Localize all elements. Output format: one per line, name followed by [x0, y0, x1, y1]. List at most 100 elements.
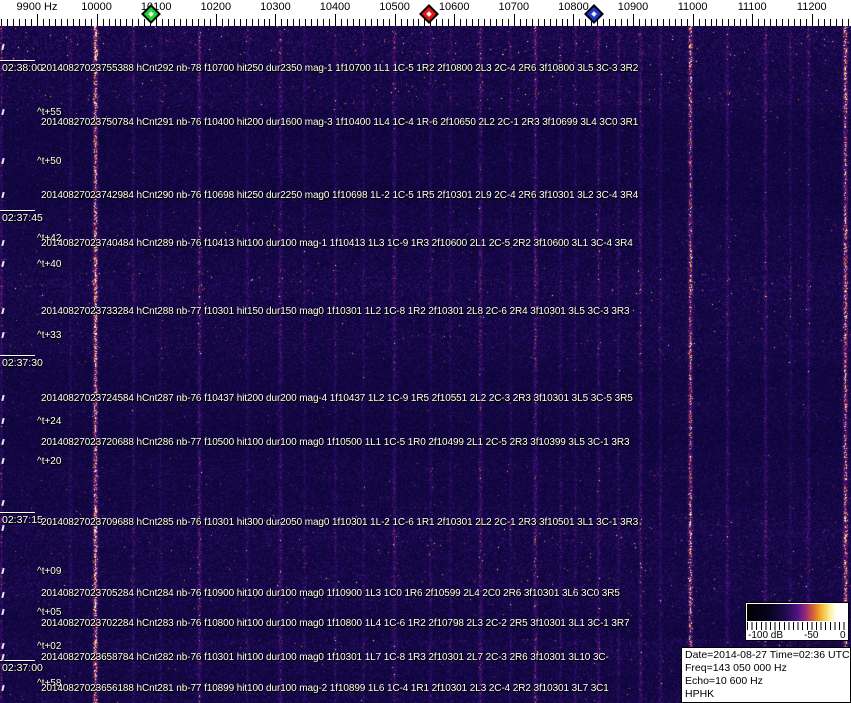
db-color-scale: -100 dB -50 0 [745, 602, 849, 641]
db-label-min: -100 dB [748, 630, 784, 641]
event-time-tag: ^t+42 [37, 233, 62, 244]
event-log-line: 20140827023705284 hCnt284 nb-76 f10900 h… [41, 588, 620, 599]
ruler-tick [60, 19, 62, 26]
ruler-label-10400: 10400 [319, 1, 351, 13]
ruler-tick [585, 19, 587, 26]
db-gradient-bar [747, 604, 847, 621]
db-label-max: 0 [840, 630, 846, 641]
info-line: Echo=10 600 Hz [685, 675, 763, 687]
ruler-tick [466, 19, 468, 26]
ruler-tick [323, 19, 325, 26]
ruler-tick [227, 19, 229, 26]
event-log-line: 20140827023742984 hCnt290 nb-76 f10698 h… [41, 190, 639, 201]
ruler-tick [78, 19, 80, 26]
ruler-tick [609, 19, 611, 26]
ruler-tick [233, 19, 235, 26]
ruler-tick [793, 19, 795, 26]
event-time-tag: ^t+33 [37, 330, 62, 341]
ruler-tick [627, 19, 628, 26]
ruler-tick [805, 19, 807, 26]
time-major-tick [0, 660, 35, 661]
ruler-tick [346, 19, 348, 26]
event-log-line: 20140827023733284 hCnt288 nb-77 f10301 h… [41, 306, 630, 317]
ruler-tick [364, 19, 366, 26]
ruler-tick [758, 19, 760, 26]
ruler-tick [543, 19, 545, 26]
ruler-tick [799, 19, 801, 26]
ruler-tick [650, 19, 652, 26]
ruler-tick [811, 14, 813, 26]
ruler-tick [239, 19, 241, 26]
ruler-tick [841, 19, 843, 26]
event-time-tag: ^t+58 [37, 678, 62, 689]
event-time-tag: ^t+24 [37, 416, 62, 427]
ruler-tick [54, 19, 56, 26]
event-log-line: 20140827023658784 hCnt282 nb-76 f10301 h… [41, 652, 609, 663]
ruler-label-11200: 11200 [796, 1, 827, 13]
ruler-tick [412, 19, 414, 26]
info-line: HPHK [685, 688, 715, 700]
ruler-tick [329, 19, 330, 26]
ruler-tick [257, 19, 259, 26]
ruler-tick [114, 19, 116, 26]
ruler-label-10700: 10700 [498, 1, 530, 13]
ruler-tick [615, 19, 617, 26]
ruler-tick [335, 14, 336, 26]
time-major-tick [0, 512, 35, 513]
ruler-tick [656, 19, 658, 26]
ruler-tick [215, 14, 217, 26]
ruler-tick [406, 19, 408, 26]
ruler-tick [275, 14, 277, 26]
ruler-tick [90, 19, 92, 26]
ruler-tick [43, 19, 44, 26]
ruler-tick [341, 19, 342, 26]
ruler-tick [66, 19, 68, 26]
ruler-tick [770, 19, 772, 26]
ruler-tick [382, 19, 384, 26]
ruler-tick [716, 19, 718, 26]
ruler-label-10000: 10000 [81, 1, 112, 13]
ruler-tick [710, 19, 712, 26]
ruler-tick [507, 19, 509, 26]
ruler-tick [579, 19, 581, 26]
ruler-tick [305, 19, 307, 26]
time-major-tick [0, 60, 35, 61]
ruler-tick [126, 19, 128, 26]
ruler-label-10900: 10900 [617, 1, 649, 13]
ruler-tick [454, 14, 456, 26]
ruler-tick [531, 19, 533, 26]
time-label: 02:37:30 [2, 357, 43, 369]
ruler-tick [132, 19, 134, 26]
event-log-line: 20140827023702284 hCnt283 nb-76 f10800 h… [41, 618, 630, 629]
ruler-label-10300: 10300 [260, 1, 291, 13]
ruler-tick [72, 19, 74, 26]
ruler-tick [287, 19, 289, 26]
db-tick-strip [747, 622, 847, 630]
ruler-tick [168, 19, 170, 26]
event-log-line: 20140827023724584 hCnt287 nb-76 f10437 h… [41, 393, 633, 404]
event-log-line: 20140827023755388 hCnt292 nb-78 f10700 h… [41, 63, 639, 74]
ruler-tick [823, 19, 825, 26]
ruler-tick [263, 19, 265, 26]
ruler-tick [13, 19, 15, 26]
ruler-tick [370, 19, 372, 26]
ruler-tick [817, 19, 819, 26]
ruler-tick [197, 19, 199, 26]
ruler-tick [603, 19, 605, 26]
time-label: 02:37:15 [2, 514, 43, 526]
ruler-tick [376, 19, 378, 26]
ruler-tick [84, 19, 86, 26]
ruler-tick [436, 19, 438, 26]
ruler-tick [674, 19, 676, 26]
ruler-tick [704, 19, 706, 26]
ruler-tick [144, 19, 146, 26]
frequency-ruler: 9900 Hz 10000 10100 10200 10300 10400 10500 106… [0, 0, 851, 26]
ruler-tick [418, 19, 420, 26]
ruler-tick [472, 19, 474, 26]
ruler-tick [555, 19, 557, 26]
ruler-label-10600: 10600 [438, 1, 470, 13]
ruler-tick [1, 19, 3, 26]
time-major-tick [0, 355, 35, 356]
ruler-tick [490, 19, 491, 26]
